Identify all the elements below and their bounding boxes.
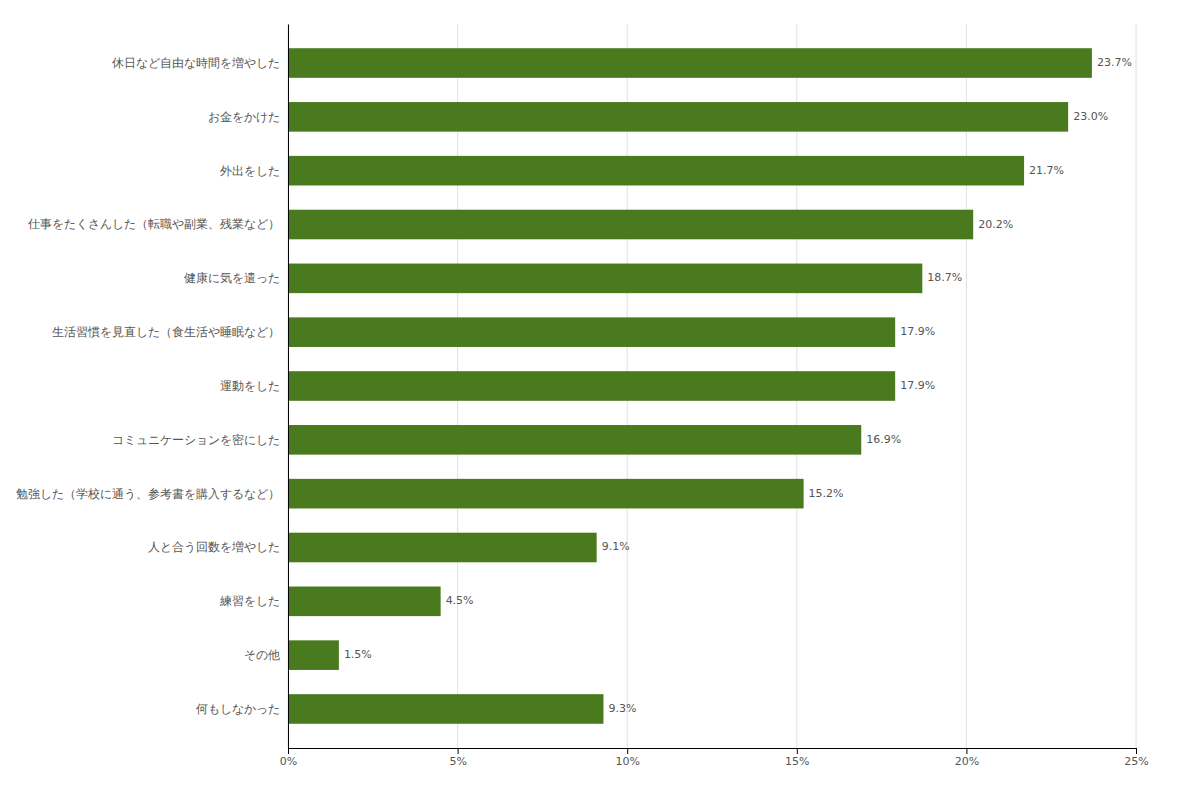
data-label: 21.7% bbox=[1029, 164, 1064, 177]
chart: 0% 5% 10% 15% 20% 25% 何もしなかった その他 練習をした 人と合う回数を増や… bbox=[0, 0, 1200, 792]
data-label: 16.9% bbox=[866, 433, 901, 446]
tick: 15% bbox=[785, 748, 809, 768]
bars bbox=[288, 48, 1092, 724]
tick-label: 仕事をたくさんした（転職や副業、残業など） bbox=[27, 217, 280, 231]
plot: 0% 5% 10% 15% 20% 25% 何もしなかった その他 練習をした 人と合う回数を増や… bbox=[16, 24, 1149, 768]
value-axis-line bbox=[289, 748, 1137, 749]
tick: 勉強した（学校に通う、参考書を購入するなど） bbox=[16, 486, 280, 500]
bar bbox=[288, 156, 1024, 186]
category-axis: 何もしなかった その他 練習をした 人と合う回数を増やした 勉強した（学校に通う、参考書… bbox=[16, 25, 289, 749]
tick: 休日など自由な時間を増やした bbox=[112, 56, 280, 70]
tick-label: 健康に気を遣った bbox=[184, 271, 280, 285]
tick-mark bbox=[627, 748, 628, 754]
tick: 25% bbox=[1124, 748, 1148, 768]
tick-mark bbox=[797, 748, 798, 754]
tick: 仕事をたくさんした（転職や副業、残業など） bbox=[27, 217, 280, 231]
tick: 10% bbox=[615, 748, 639, 768]
tick-label: 外出をした bbox=[220, 164, 280, 178]
tick-label: 人と合う回数を増やした bbox=[148, 540, 280, 554]
tick-label: 10% bbox=[615, 755, 639, 768]
tick: 人と合う回数を増やした bbox=[148, 540, 280, 554]
tick-label: 休日など自由な時間を増やした bbox=[112, 56, 280, 70]
data-label: 18.7% bbox=[927, 271, 962, 284]
grid-line bbox=[966, 24, 967, 748]
tick: 運動をした bbox=[220, 379, 280, 393]
tick-label: 0% bbox=[280, 755, 297, 768]
data-label: 23.0% bbox=[1073, 110, 1108, 123]
tick: 生活習慣を見直した（食生活や睡眠など） bbox=[52, 325, 280, 339]
bar bbox=[288, 264, 922, 294]
tick: お金をかけた bbox=[208, 110, 280, 124]
tick-mark bbox=[1136, 748, 1137, 754]
tick: その他 bbox=[244, 648, 280, 662]
tick-mark bbox=[966, 748, 967, 754]
tick-label: お金をかけた bbox=[208, 110, 280, 124]
tick-label: コミュニケーションを密にした bbox=[112, 433, 280, 447]
bar bbox=[288, 587, 441, 617]
value-axis: 0% 5% 10% 15% 20% 25% bbox=[280, 748, 1149, 768]
tick-mark bbox=[458, 748, 459, 754]
tick-label: 生活習慣を見直した（食生活や睡眠など） bbox=[52, 325, 280, 339]
tick-label: 運動をした bbox=[220, 379, 280, 393]
tick: 20% bbox=[955, 748, 979, 768]
tick: 5% bbox=[449, 748, 466, 768]
tick-label: 25% bbox=[1124, 755, 1148, 768]
bar bbox=[288, 640, 339, 670]
tick: 健康に気を遣った bbox=[184, 271, 280, 285]
tick-label: 何もしなかった bbox=[196, 702, 280, 716]
data-label: 17.9% bbox=[900, 379, 935, 392]
data-label: 23.7% bbox=[1097, 56, 1132, 69]
tick: 何もしなかった bbox=[196, 702, 280, 716]
tick: コミュニケーションを密にした bbox=[112, 433, 280, 447]
tick: 練習をした bbox=[219, 594, 280, 608]
tick-label: 20% bbox=[955, 755, 979, 768]
data-label: 4.5% bbox=[446, 594, 474, 607]
tick-label: 勉強した（学校に通う、参考書を購入するなど） bbox=[16, 486, 280, 500]
data-label: 15.2% bbox=[809, 487, 844, 500]
bar bbox=[288, 210, 973, 240]
bar bbox=[288, 694, 603, 724]
bar bbox=[288, 533, 597, 563]
tick-label: 5% bbox=[449, 755, 466, 768]
bar bbox=[288, 479, 804, 509]
tick: 外出をした bbox=[220, 164, 280, 178]
tick-label: その他 bbox=[244, 648, 280, 662]
data-label: 9.3% bbox=[608, 702, 636, 715]
category-axis-line bbox=[288, 25, 289, 749]
bar bbox=[288, 425, 861, 455]
tick-label: 15% bbox=[785, 755, 809, 768]
data-label: 9.1% bbox=[602, 540, 630, 553]
tick: 0% bbox=[280, 748, 297, 768]
bar bbox=[288, 48, 1092, 78]
tick-label: 練習をした bbox=[219, 594, 280, 608]
grid-line bbox=[1136, 24, 1137, 748]
grid bbox=[288, 24, 1136, 748]
grid-line bbox=[288, 24, 289, 748]
tick-mark bbox=[288, 748, 289, 754]
data-label: 20.2% bbox=[978, 218, 1013, 231]
bar bbox=[288, 317, 895, 347]
data-labels: 9.3% 1.5% 4.5% 9.1% 15.2% 16.9% 17.9% 17.9% 18.7… bbox=[344, 56, 1132, 715]
bar bbox=[288, 371, 895, 401]
data-label: 1.5% bbox=[344, 648, 372, 661]
data-label: 17.9% bbox=[900, 325, 935, 338]
bar bbox=[288, 102, 1068, 132]
